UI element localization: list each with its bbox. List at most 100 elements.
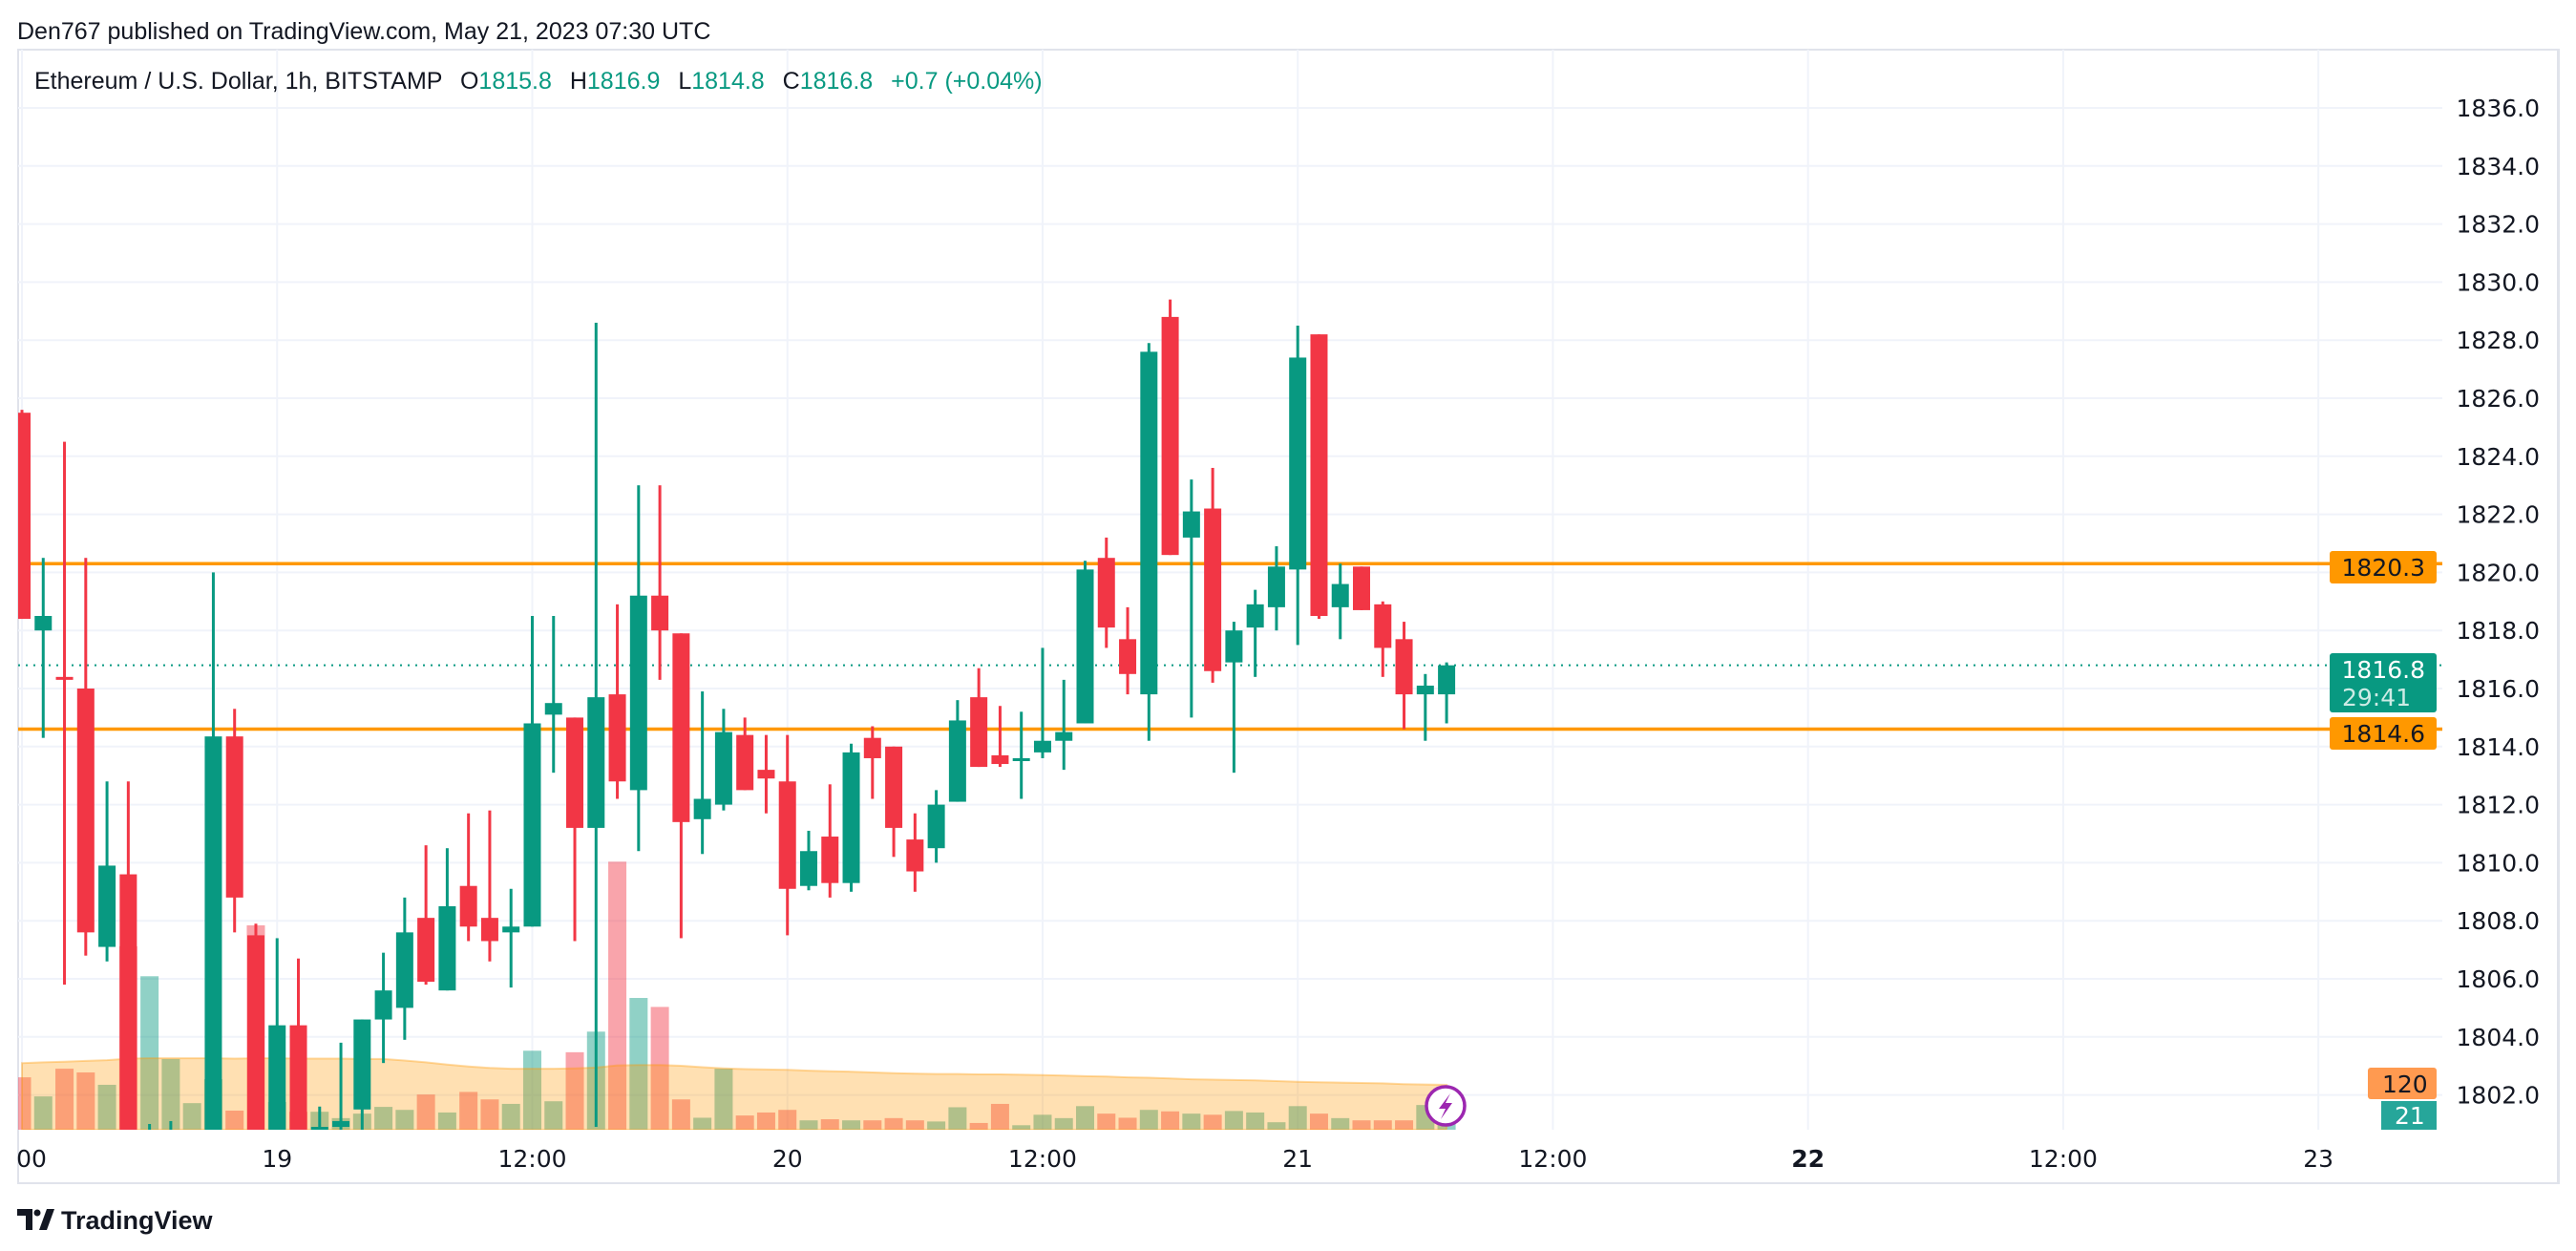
candle	[693, 691, 711, 855]
candle	[1161, 299, 1179, 556]
time-tick-label: 12:00	[2029, 1145, 2098, 1173]
candle-body	[1204, 508, 1222, 671]
candle	[948, 700, 966, 802]
candle	[417, 845, 435, 986]
volume-bar	[799, 1120, 818, 1130]
time-tick-label: 21	[1282, 1145, 1313, 1173]
volume-bar	[161, 1058, 180, 1130]
candle-wick	[573, 717, 577, 942]
candle-wick	[169, 1120, 173, 1130]
candle-body	[395, 932, 413, 1008]
candle	[438, 848, 456, 991]
time-tick-label: 23	[2303, 1145, 2333, 1173]
volume-bar	[522, 1050, 541, 1130]
candle	[1012, 711, 1030, 799]
candle-wick	[488, 810, 492, 962]
lower-level-badge: 1814.6	[2330, 717, 2437, 750]
volume-bar	[374, 1107, 393, 1130]
candle-body	[714, 732, 732, 805]
candle	[1097, 537, 1115, 648]
volume-bar	[1352, 1120, 1371, 1130]
volume-bar	[1139, 1110, 1158, 1130]
candle	[332, 1042, 350, 1130]
horizontal-levels[interactable]	[18, 562, 2442, 732]
brand-name[interactable]: TradingView	[61, 1206, 214, 1235]
lightning-icon[interactable]	[1425, 1085, 1467, 1127]
candle-body	[459, 885, 477, 927]
candle	[353, 1019, 371, 1130]
candle-wick	[998, 706, 1002, 768]
candle-wick	[1254, 589, 1257, 677]
candle-body	[1055, 732, 1073, 741]
candle-body	[119, 874, 137, 1130]
price-tick-label: 1834.0	[2457, 153, 2540, 180]
candle-body	[587, 697, 605, 828]
volume-bar	[842, 1120, 861, 1130]
candle-body	[1374, 604, 1392, 648]
candle-wick	[41, 558, 45, 738]
price-tick-label: 1802.0	[2457, 1082, 2540, 1110]
candle-body	[76, 689, 95, 933]
candle-body	[778, 781, 796, 889]
volume-bar	[905, 1120, 924, 1130]
candle-body	[1331, 583, 1349, 607]
candle-body	[1267, 566, 1285, 607]
candle-wick	[339, 1042, 343, 1130]
chart-pane	[17, 49, 2560, 1184]
candle	[268, 938, 286, 1130]
last-price-badge: 1816.8 29:41	[2330, 653, 2437, 712]
candle-body	[438, 906, 456, 991]
candle-body	[1225, 630, 1243, 663]
candle-body	[906, 839, 924, 872]
volume-bar	[884, 1117, 903, 1130]
legend-high-label: H	[570, 68, 587, 95]
legend: Ethereum / U.S. Dollar, 1h, BITSTAMP O18…	[34, 68, 1043, 95]
price-tick-label: 1816.0	[2457, 675, 2540, 703]
time-tick-label: 12:00	[1518, 1145, 1587, 1173]
volume-bar	[778, 1110, 797, 1130]
candle-body	[948, 720, 966, 802]
candle	[1055, 679, 1073, 771]
price-axis[interactable]: 1836.0 1834.0 1832.0 1830.0 1828.0 1826.0 1824…	[2457, 95, 2540, 1110]
volume-bar	[1395, 1120, 1414, 1130]
volume-bar	[1224, 1111, 1243, 1130]
price-tick-label: 1830.0	[2457, 268, 2540, 296]
candle-body	[141, 1141, 158, 1167]
candle	[34, 558, 53, 738]
candle	[1289, 326, 1307, 646]
time-tick-label: 12:00	[1008, 1145, 1077, 1173]
candle	[566, 717, 584, 942]
volume-bar	[735, 1115, 754, 1130]
candle-wick	[467, 813, 471, 942]
candle	[1310, 334, 1328, 620]
candle-wick	[1232, 622, 1235, 774]
tradingview-logo-icon[interactable]	[17, 1209, 54, 1230]
candle-body	[736, 734, 754, 791]
candle	[98, 781, 116, 962]
candle-wick	[148, 1124, 152, 1130]
volume-bar	[55, 1069, 74, 1130]
candle-body	[183, 1138, 201, 1150]
volume-bar	[650, 1007, 669, 1130]
volume-bar	[33, 1096, 53, 1130]
candle	[502, 888, 520, 988]
candle	[629, 485, 647, 852]
candle	[1076, 561, 1094, 724]
candle-body	[1310, 334, 1328, 616]
last-price-value: 1816.8	[2342, 656, 2425, 684]
candle-body	[480, 918, 498, 942]
legend-close-label: C	[783, 68, 800, 95]
candle	[1374, 601, 1392, 677]
volume-bar	[693, 1117, 712, 1130]
time-axis[interactable]: 00 19 12:00 20 12:00 21 12:00 22 12:00 23	[16, 1145, 2333, 1173]
volume-bar	[1267, 1122, 1286, 1130]
candle-body	[1353, 566, 1371, 610]
candle	[1267, 546, 1285, 631]
volume-bar	[544, 1101, 563, 1130]
price-tick-label: 1832.0	[2457, 211, 2540, 239]
candle	[1204, 467, 1222, 683]
candle	[1438, 662, 1456, 724]
candle	[970, 668, 988, 768]
volume-bar	[1182, 1113, 1201, 1130]
